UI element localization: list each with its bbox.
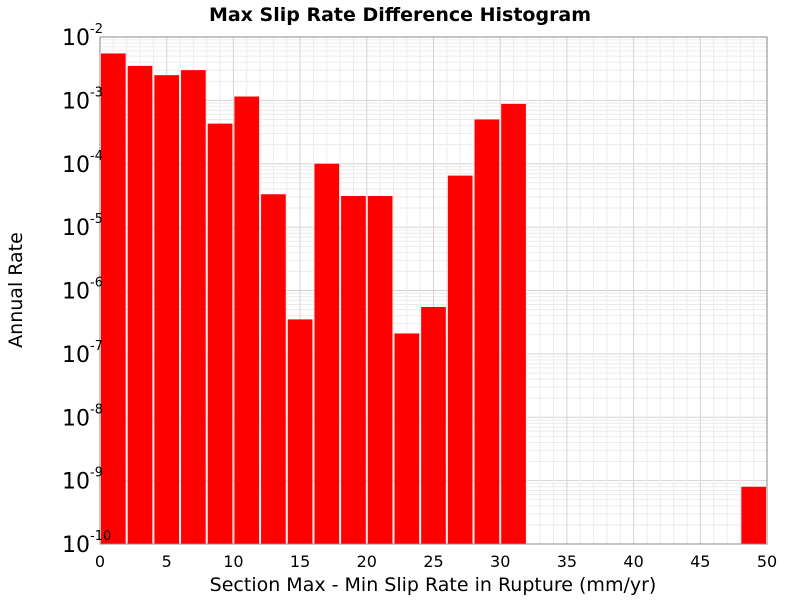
y-tick-label: 10-7 [62,339,103,368]
histogram-bar [127,65,153,544]
x-tick-label: 30 [490,552,510,571]
histogram-bar [367,195,393,544]
histogram-bar [234,96,260,545]
x-tick-label: 50 [757,552,777,571]
histogram-bar [207,123,233,544]
y-tick-label: 10-2 [62,22,103,51]
y-tick-label: 10-9 [62,466,103,495]
x-tick-label: 40 [623,552,643,571]
histogram-bar [741,486,766,544]
x-tick-label: 25 [423,552,443,571]
histogram-bar [101,53,126,544]
histogram-bar [341,195,366,544]
x-tick-label: 35 [557,552,577,571]
histogram-bar [154,75,180,544]
plot-border [99,36,768,545]
histogram-bar [181,70,206,544]
bars [101,53,766,545]
x-tick-label: 10 [223,552,243,571]
histogram-bar [394,333,420,544]
histogram-bar [314,163,340,544]
y-tick-label: 10-4 [62,149,103,178]
y-tick-label: 10-3 [62,85,103,114]
y-tick-label: 10-10 [62,529,111,558]
x-tick-label: 0 [95,552,105,571]
histogram-bar [287,319,313,544]
y-tick-label: 10-8 [62,402,103,431]
x-tick-label: 5 [162,552,172,571]
histogram-bar [501,103,526,545]
histogram-bar [421,306,446,544]
x-tick-labels: 0 5 10 15 20 25 30 35 40 45 50 [95,552,777,571]
y-axis-label: Annual Rate [5,232,27,348]
x-tick-label: 15 [290,552,310,571]
histogram-bar [474,119,500,545]
x-tick-label: 45 [690,552,710,571]
histogram-bar [447,175,473,544]
y-tick-label: 10-6 [62,276,103,305]
y-tick-labels: 10-10 10-9 10-8 10-7 10-6 10-5 10-4 10-3 10-2 [62,22,111,558]
x-tick-label: 20 [357,552,377,571]
chart-title: Max Slip Rate Difference Histogram [209,4,591,26]
x-axis-label: Section Max - Min Slip Rate in Rupture (… [210,574,657,596]
y-tick-label: 10-5 [62,212,103,241]
histogram-bar [261,194,286,545]
